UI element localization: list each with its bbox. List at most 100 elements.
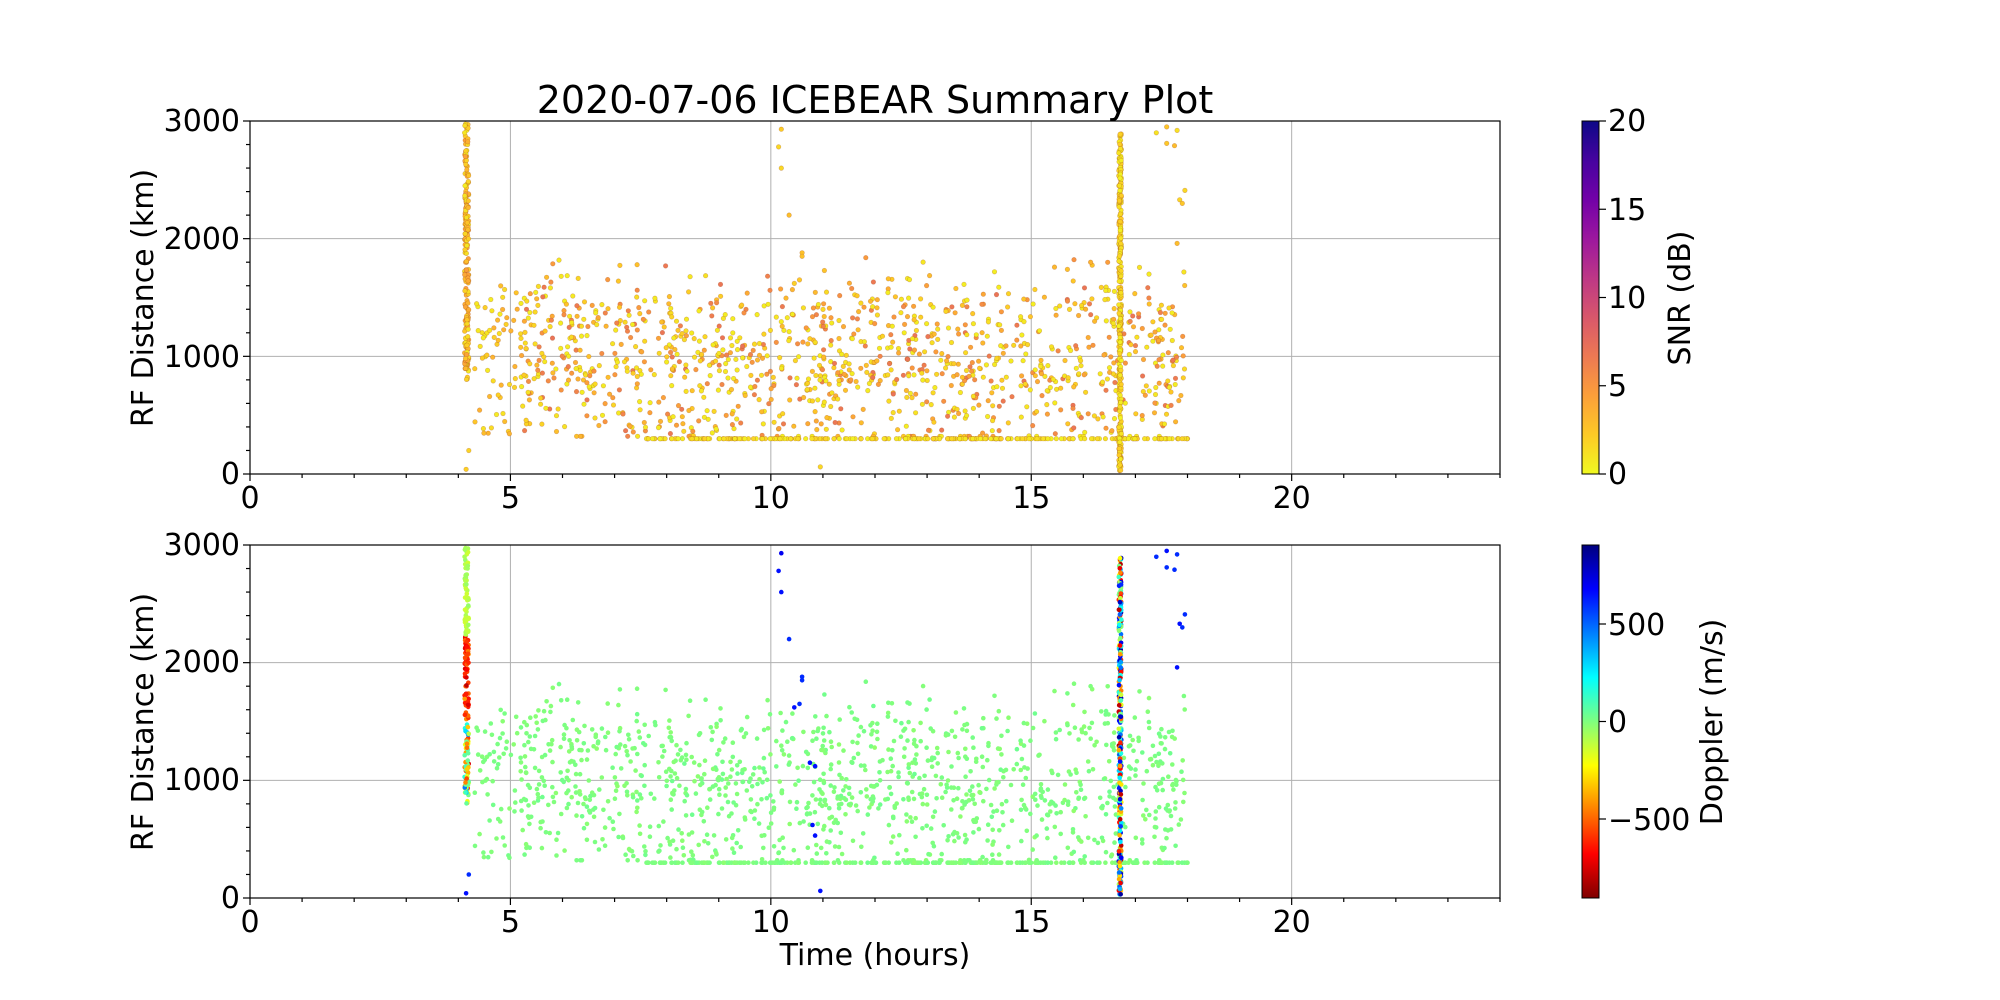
snr-data-point [602, 419, 608, 425]
doppler-data-point [863, 767, 868, 773]
snr-data-point [849, 285, 855, 292]
snr-data-point [522, 329, 528, 336]
snr-data-point [1160, 352, 1166, 358]
doppler-data-point [741, 734, 747, 740]
snr-data-point [525, 389, 531, 396]
doppler-data-point [737, 759, 743, 765]
snr-data-point [1051, 264, 1058, 270]
snr-data-point [1023, 351, 1029, 357]
snr-data-point [482, 305, 488, 311]
doppler-data-point [876, 806, 881, 811]
snr-data-point [888, 344, 894, 350]
snr-colorbar-tick-5: 5 [1608, 369, 1627, 404]
snr-data-point [647, 400, 653, 406]
snr-data-point [863, 255, 869, 261]
snr-data-point [1170, 363, 1176, 369]
doppler-data-point [716, 775, 722, 780]
doppler-data-point [1165, 802, 1171, 808]
snr-data-point [930, 436, 936, 442]
doppler-data-point [854, 717, 860, 723]
doppler-data-point [1083, 730, 1088, 736]
snr-data-point [616, 387, 623, 393]
snr-data-point [1117, 227, 1123, 233]
doppler-data-point [710, 766, 716, 772]
doppler-data-point [589, 727, 595, 732]
doppler-data-point [999, 733, 1004, 739]
doppler-data-point [796, 778, 801, 783]
snr-data-point [666, 301, 672, 307]
doppler-data-point [526, 739, 531, 745]
doppler-data-point [904, 812, 909, 817]
snr-data-point [765, 301, 771, 307]
snr-data-point [893, 436, 900, 442]
snr-data-point [736, 436, 743, 442]
snr-data-point [890, 339, 896, 345]
doppler-tick-label-y-0: 0 [221, 881, 240, 916]
doppler-data-point [921, 786, 927, 792]
snr-data-point [1005, 420, 1011, 426]
doppler-data-point [757, 777, 762, 782]
doppler-data-point [1117, 599, 1123, 605]
doppler-data-point [1014, 746, 1020, 752]
snr-data-point [704, 381, 710, 387]
doppler-data-point [536, 768, 542, 774]
doppler-data-point [500, 835, 506, 840]
snr-data-point [555, 406, 561, 412]
snr-data-point [1180, 333, 1186, 340]
snr-data-point [1182, 282, 1188, 289]
snr-data-point [1117, 141, 1123, 147]
doppler-data-point [613, 788, 619, 793]
doppler-data-point [511, 742, 516, 747]
snr-data-point [1034, 436, 1040, 442]
doppler-data-point [462, 712, 468, 718]
doppler-data-point [811, 779, 817, 785]
doppler-data-point [518, 725, 524, 730]
doppler-data-point [914, 752, 919, 757]
snr-data-point [969, 360, 975, 366]
snr-data-point [994, 355, 1000, 361]
snr-data-point [495, 337, 501, 343]
doppler-data-point [1176, 822, 1182, 827]
snr-data-point [716, 350, 722, 356]
snr-data-point [1098, 284, 1104, 291]
doppler-data-point [828, 766, 833, 772]
doppler-data-point [1112, 713, 1117, 718]
snr-data-point [558, 387, 564, 393]
doppler-data-point [800, 763, 806, 769]
doppler-data-point [954, 796, 960, 801]
snr-data-point [840, 324, 847, 330]
snr-data-point [1117, 175, 1123, 181]
doppler-data-point [554, 837, 559, 842]
doppler-data-point [1026, 860, 1032, 865]
doppler-data-point [799, 678, 805, 683]
doppler-data-point [550, 685, 556, 691]
doppler-data-point [757, 765, 762, 770]
snr-data-point [465, 334, 471, 340]
snr-data-point [595, 315, 601, 321]
snr-data-point [901, 330, 907, 336]
snr-data-point [903, 387, 910, 394]
snr-data-point [886, 398, 892, 404]
snr-data-point [1053, 436, 1059, 442]
doppler-data-point [904, 819, 910, 824]
doppler-data-point [550, 759, 555, 765]
snr-data-point [730, 316, 736, 322]
snr-data-point [906, 373, 912, 379]
doppler-data-point [1162, 735, 1168, 740]
doppler-data-point [687, 698, 693, 703]
doppler-data-point [581, 825, 587, 831]
doppler-data-point [1118, 582, 1124, 587]
doppler-data-point [1055, 772, 1061, 778]
snr-data-point [784, 315, 790, 321]
doppler-data-point [680, 845, 686, 850]
doppler-data-point [1172, 806, 1178, 811]
doppler-data-point [699, 776, 704, 781]
snr-data-point [1116, 302, 1122, 308]
doppler-data-point [637, 823, 642, 828]
snr-data-point [1117, 456, 1124, 462]
snr-data-point [924, 368, 930, 374]
snr-data-point [681, 337, 688, 343]
doppler-data-point [664, 778, 670, 784]
snr-data-point [1105, 259, 1111, 265]
doppler-data-point [565, 768, 570, 774]
